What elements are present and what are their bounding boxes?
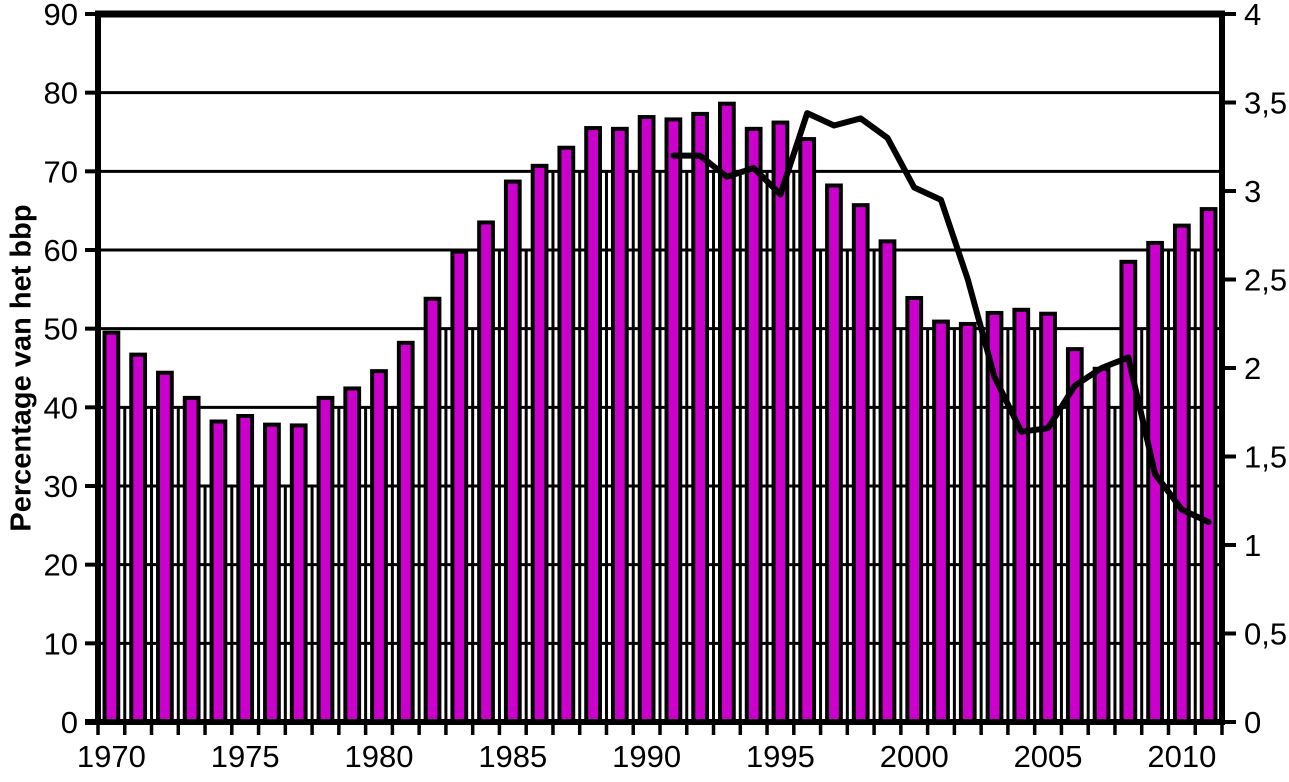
right-tick-label: 3 — [1244, 174, 1261, 209]
bar-1983 — [450, 249, 469, 724]
left-axis-ticks — [85, 12, 98, 724]
x-tick-label: 2005 — [1014, 739, 1083, 774]
left-axis-labels: 0 10 20 30 40 50 60 70 80 90 — [44, 0, 78, 740]
bar-1998 — [851, 203, 870, 725]
bar-2007 — [1092, 366, 1111, 724]
bar-1973 — [182, 395, 201, 724]
bar-1995 — [771, 120, 790, 724]
right-tick-label: 0 — [1244, 705, 1261, 740]
left-tick-label: 70 — [44, 154, 78, 189]
left-tick-label: 80 — [44, 76, 78, 111]
bar-1980 — [370, 369, 388, 724]
bar-1994 — [744, 126, 763, 724]
x-tick-label: 2010 — [1147, 739, 1216, 774]
left-tick-label: 50 — [44, 312, 78, 347]
bar-1981 — [396, 340, 415, 724]
x-axis-ticks — [96, 722, 1224, 735]
bar-1990 — [637, 115, 656, 724]
bars-group — [102, 101, 1218, 725]
right-tick-label: 1,5 — [1244, 440, 1287, 475]
right-tick-label: 0,5 — [1244, 617, 1287, 652]
x-tick-label: 1985 — [478, 739, 547, 774]
bar-1996 — [798, 137, 817, 724]
bar-1997 — [825, 183, 843, 724]
bar-1999 — [878, 239, 897, 724]
x-tick-label: 1995 — [746, 739, 815, 774]
bar-1987 — [557, 145, 576, 724]
bar-2010 — [1172, 223, 1191, 724]
x-tick-label: 1970 — [77, 739, 146, 774]
bar-1985 — [503, 179, 522, 724]
bar-1970 — [102, 330, 121, 724]
x-axis-labels: 1970 1975 1980 1985 1990 1995 2000 2005 2010 — [77, 739, 1216, 774]
right-tick-label: 3,5 — [1244, 86, 1287, 121]
bar-1971 — [129, 352, 148, 724]
bar-1989 — [610, 126, 629, 724]
left-tick-label: 60 — [44, 233, 78, 268]
x-tick-label: 2000 — [880, 739, 949, 774]
left-tick-label: 10 — [44, 626, 78, 661]
x-tick-label: 1975 — [211, 739, 280, 774]
bar-1993 — [718, 101, 736, 725]
bar-2001 — [932, 319, 950, 724]
left-tick-label: 0 — [61, 705, 78, 740]
bar-2008 — [1119, 259, 1138, 724]
bar-2004 — [1012, 307, 1031, 724]
bar-1986 — [530, 163, 549, 724]
x-tick-label: 1990 — [612, 739, 681, 774]
bar-1984 — [477, 220, 495, 724]
vertical-gap-lines — [123, 171, 1197, 722]
bar-1992 — [691, 111, 710, 724]
bar-2005 — [1039, 311, 1057, 724]
left-tick-label: 90 — [44, 0, 78, 32]
bar-1982 — [423, 296, 442, 724]
bar-1974 — [209, 419, 228, 724]
bar-1988 — [584, 126, 602, 725]
bar-1978 — [316, 395, 335, 724]
right-tick-label: 1 — [1244, 528, 1261, 563]
x-tick-label: 1980 — [345, 739, 414, 774]
bar-2006 — [1065, 347, 1084, 724]
bar-1991 — [664, 117, 683, 724]
right-axis-labels: 0 0,5 1 1,5 2 2,5 3 3,5 4 — [1244, 0, 1287, 740]
bar-1975 — [236, 413, 255, 724]
right-tick-label: 4 — [1244, 0, 1261, 32]
left-tick-label: 30 — [44, 469, 78, 504]
right-tick-label: 2 — [1244, 351, 1261, 386]
bar-1979 — [343, 386, 362, 724]
left-tick-label: 20 — [44, 548, 78, 583]
right-tick-label: 2,5 — [1244, 263, 1287, 298]
bar-1977 — [289, 423, 308, 724]
rate-line-series — [670, 110, 1212, 525]
bar-1976 — [263, 422, 281, 724]
right-axis-ticks — [1222, 12, 1236, 724]
bar-2011 — [1199, 207, 1218, 725]
bar-2002 — [958, 321, 977, 724]
bar-1972 — [156, 370, 174, 724]
left-tick-label: 40 — [44, 390, 78, 425]
bar-2000 — [905, 295, 924, 724]
